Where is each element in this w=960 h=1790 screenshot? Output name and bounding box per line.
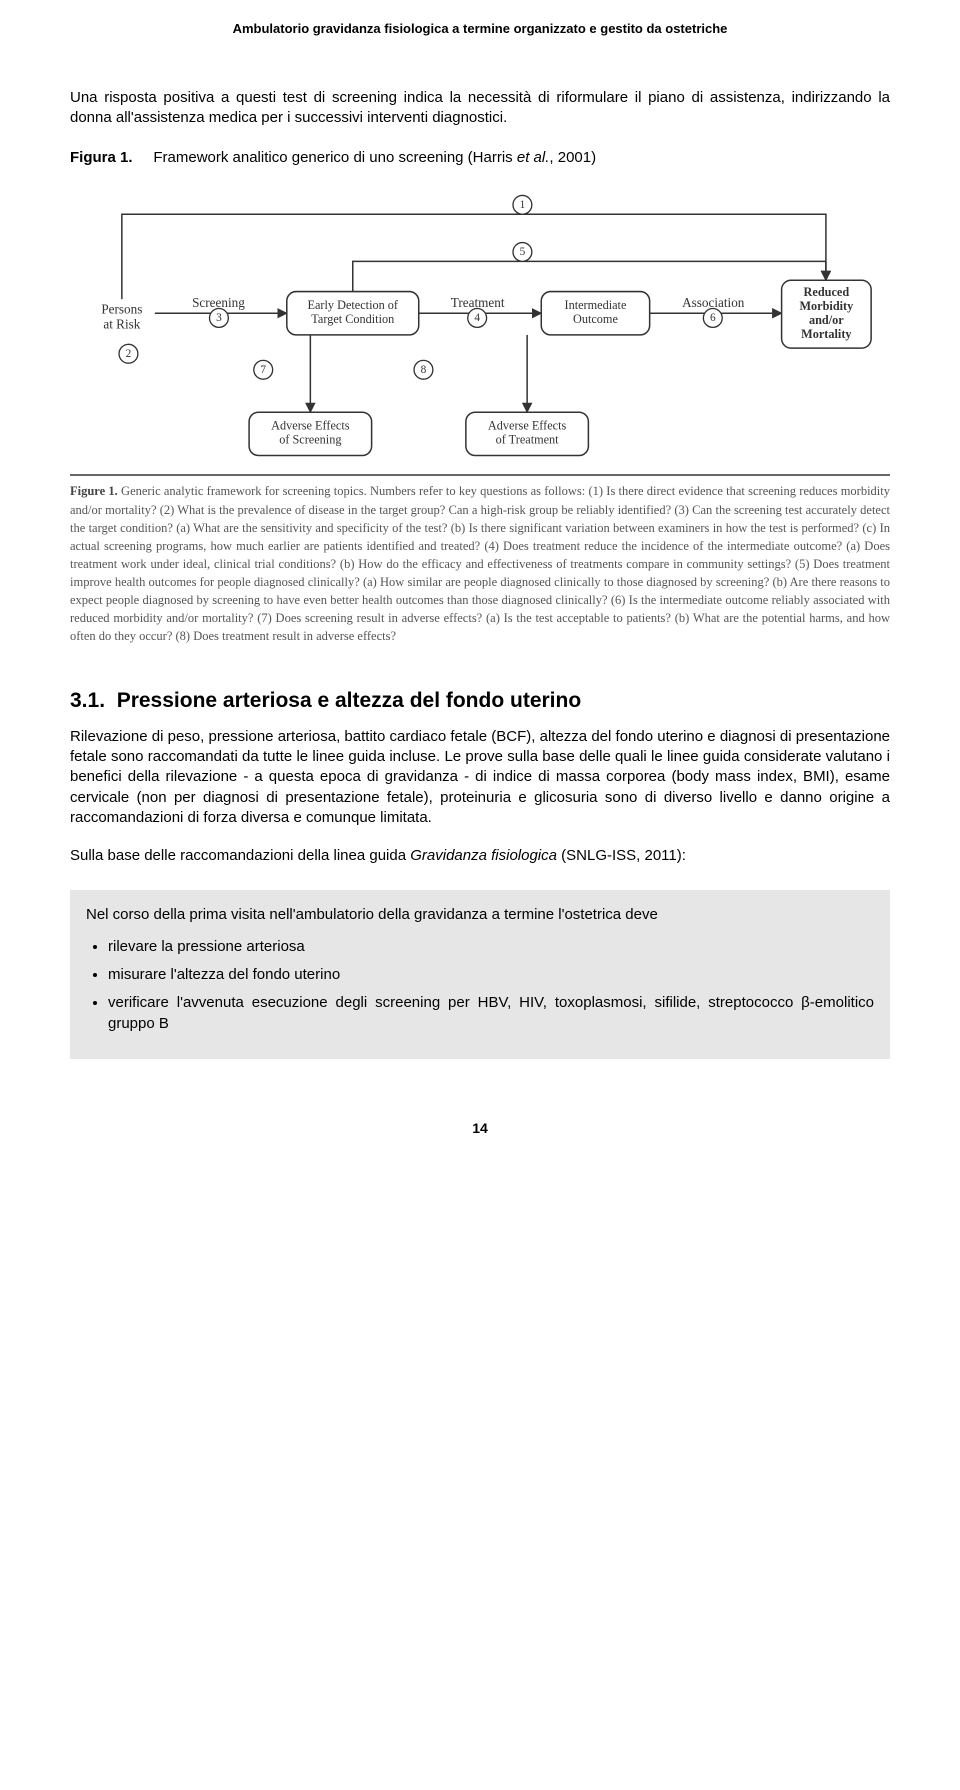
- svg-text:of Treatment: of Treatment: [496, 432, 560, 446]
- svg-text:8: 8: [421, 363, 427, 375]
- intro-paragraph: Una risposta positiva a questi test di s…: [70, 88, 890, 129]
- box-list-item: rilevare la pressione arteriosa: [108, 936, 874, 958]
- svg-text:Intermediate: Intermediate: [565, 298, 627, 312]
- svg-text:Target Condition: Target Condition: [311, 312, 394, 326]
- svg-text:Mortality: Mortality: [801, 327, 851, 341]
- figure-caption-text: Generic analytic framework for screening…: [70, 484, 890, 643]
- svg-text:Early Detection of: Early Detection of: [308, 298, 399, 312]
- svg-text:and/or: and/or: [809, 313, 844, 327]
- svg-text:1: 1: [520, 199, 526, 211]
- figure-label: Figura 1. Framework analitico generico d…: [70, 147, 890, 168]
- page-running-header: Ambulatorio gravidanza fisiologica a ter…: [70, 20, 890, 38]
- section-heading: 3.1. Pressione arteriosa e altezza del f…: [70, 686, 890, 715]
- recommendation-box: Nel corso della prima visita nell'ambula…: [70, 890, 890, 1059]
- figure-caption: Figure 1. Generic analytic framework for…: [70, 482, 890, 645]
- svg-text:Adverse Effects: Adverse Effects: [488, 418, 567, 432]
- figure-caption-bold: Figure 1.: [70, 484, 118, 498]
- box-list-item: verificare l'avvenuta esecuzione degli s…: [108, 992, 874, 1036]
- svg-text:Reduced: Reduced: [804, 285, 850, 299]
- body-paragraph-1: Rilevazione di peso, pressione arteriosa…: [70, 727, 890, 828]
- body-para-2-prefix: Sulla base delle raccomandazioni della l…: [70, 847, 410, 864]
- figure-label-suffix: , 2001): [549, 149, 596, 166]
- svg-text:Association: Association: [682, 295, 745, 310]
- svg-text:Outcome: Outcome: [573, 312, 618, 326]
- section-title: Pressione arteriosa e altezza del fondo …: [117, 689, 581, 712]
- svg-text:Adverse Effects: Adverse Effects: [271, 418, 350, 432]
- figure-label-italic: et al.: [517, 149, 550, 166]
- svg-text:5: 5: [520, 246, 526, 258]
- svg-text:7: 7: [260, 363, 266, 375]
- svg-text:Treatment: Treatment: [451, 295, 505, 310]
- svg-text:Screening: Screening: [192, 295, 245, 310]
- body-para-2-italic: Gravidanza fisiologica: [410, 847, 557, 864]
- figure-label-text: Framework analitico generico di uno scre…: [153, 149, 517, 166]
- svg-text:3: 3: [216, 312, 222, 324]
- box-intro: Nel corso della prima visita nell'ambula…: [86, 904, 874, 926]
- svg-text:at Risk: at Risk: [103, 316, 140, 331]
- page-number: 14: [70, 1119, 890, 1139]
- screening-framework-diagram: Personsat Risk Screening Early Detection o…: [70, 186, 890, 469]
- figure-label-prefix: Figura 1.: [70, 149, 133, 166]
- svg-text:Morbidity: Morbidity: [799, 299, 853, 313]
- svg-text:4: 4: [474, 312, 480, 324]
- section-number: 3.1.: [70, 689, 105, 712]
- svg-text:6: 6: [710, 312, 716, 324]
- figure-caption-rule: [70, 474, 890, 476]
- svg-text:Persons: Persons: [101, 301, 142, 316]
- body-paragraph-2: Sulla base delle raccomandazioni della l…: [70, 846, 890, 866]
- box-list: rilevare la pressione arteriosa misurare …: [86, 936, 874, 1035]
- svg-text:2: 2: [126, 347, 132, 359]
- box-list-item: misurare l'altezza del fondo uterino: [108, 964, 874, 986]
- svg-text:of Screening: of Screening: [279, 432, 341, 446]
- body-para-2-suffix: (SNLG-ISS, 2011):: [557, 847, 686, 864]
